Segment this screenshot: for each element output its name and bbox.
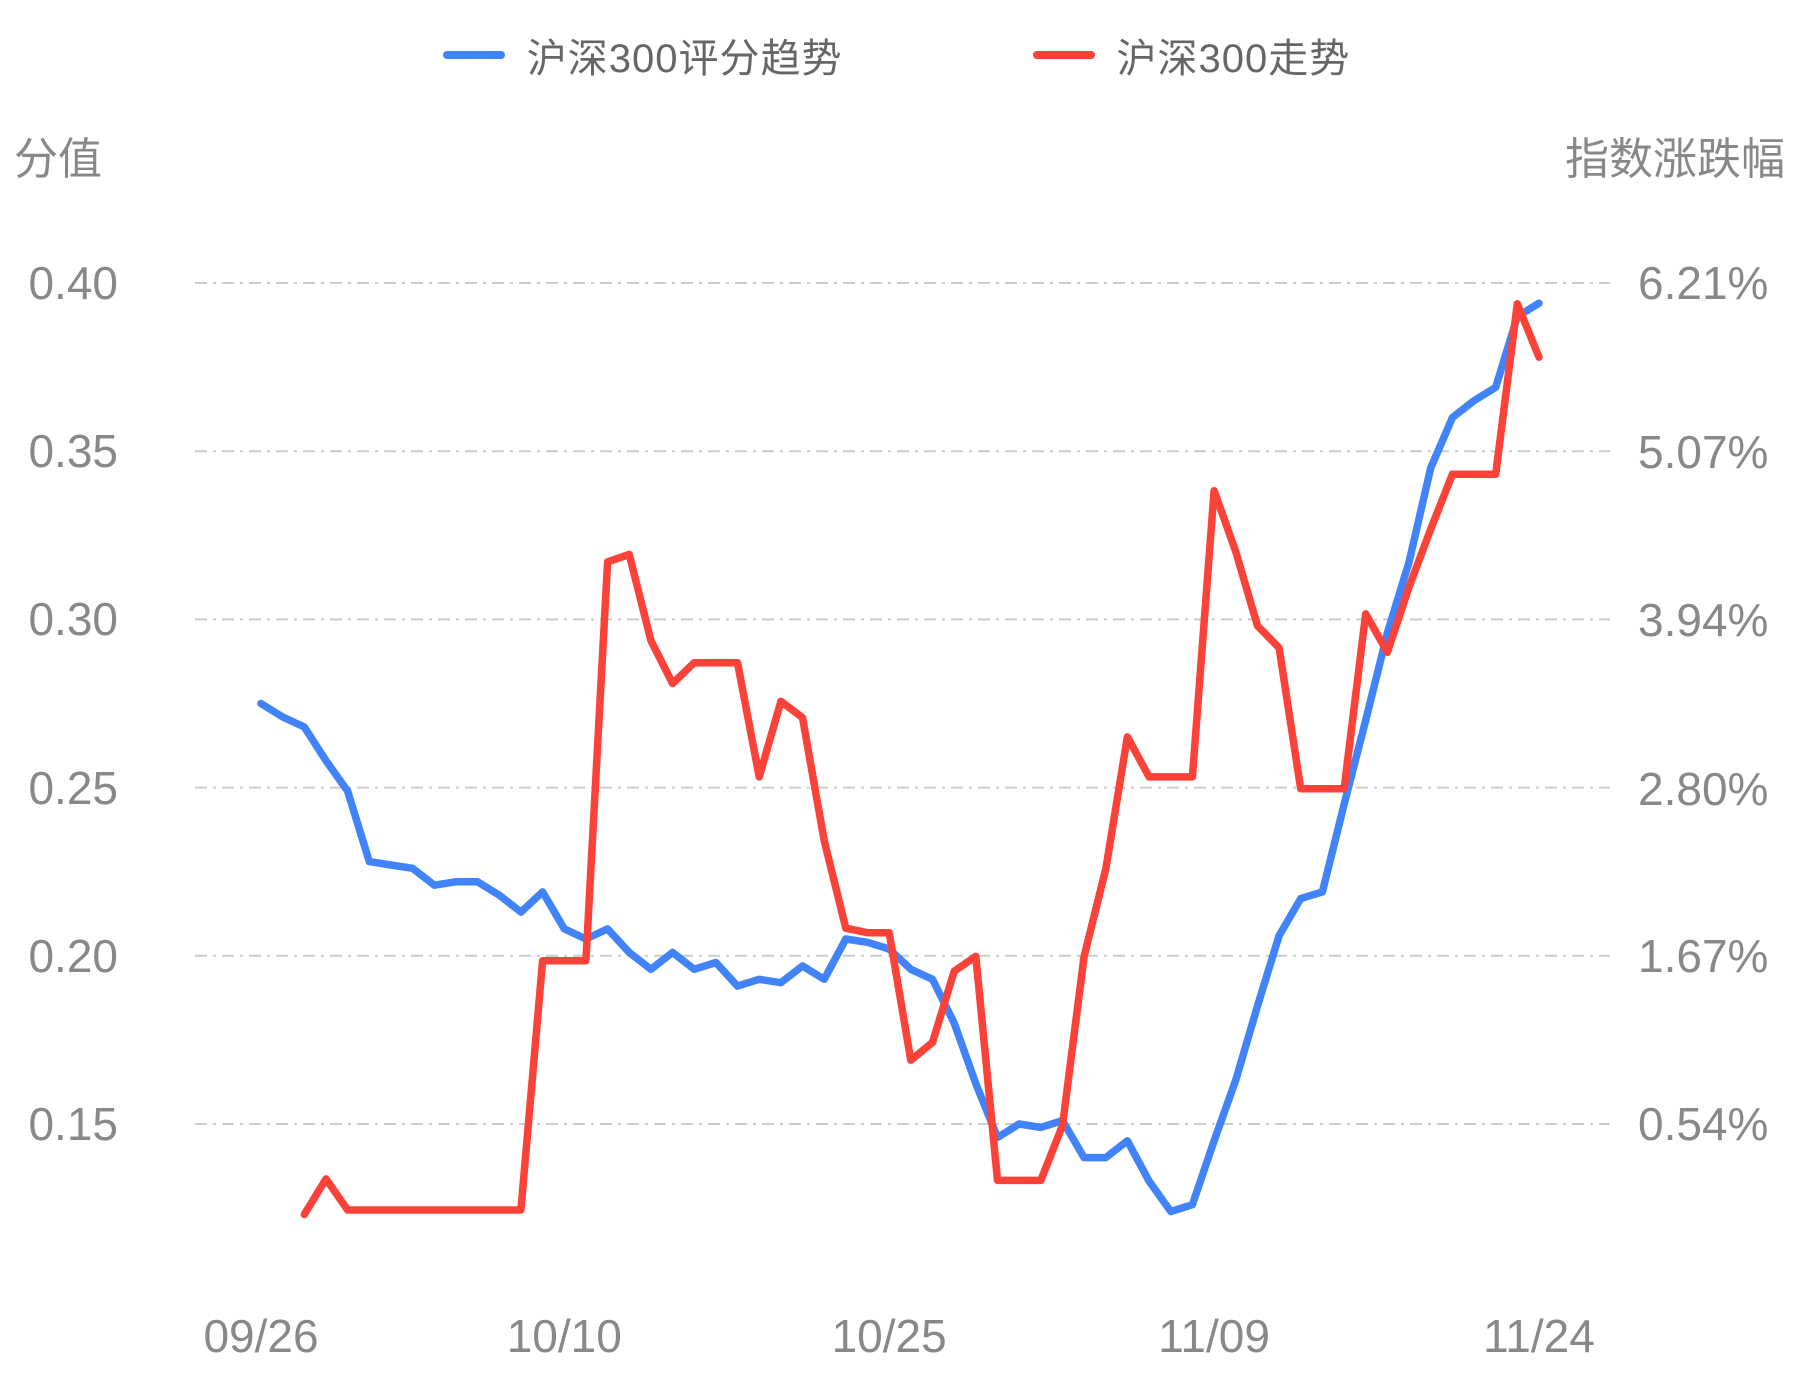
right-axis-tick-label: 0.54%: [1638, 1098, 1769, 1150]
left-axis-tick-label: 0.20: [28, 929, 118, 982]
left-axis-tick-label: 0.35: [28, 425, 118, 478]
left-axis-tick-label: 0.25: [28, 761, 118, 814]
index-line-legend-dash-icon: [1032, 51, 1095, 59]
right-axis-tick-label: 3.94%: [1638, 593, 1769, 646]
legend-item-index-trend[interactable]: 沪深300走势: [1032, 26, 1351, 84]
right-axis-tick-label: 2.80%: [1638, 762, 1769, 815]
right-axis-tick-label: 6.21%: [1638, 257, 1769, 309]
left-axis-tick-label: 0.30: [28, 593, 118, 646]
x-axis-tick-label: 11/09: [1158, 1310, 1270, 1362]
score-line-legend-label: 沪深300评分趋势: [526, 37, 843, 81]
right-axis-tick-label: 1.67%: [1638, 930, 1769, 983]
x-axis-tick-label: 10/10: [506, 1310, 622, 1362]
legend-item-score-trend[interactable]: 沪深300评分趋势: [442, 26, 843, 84]
x-axis-tick-label: 11/24: [1483, 1310, 1595, 1362]
left-axis-tick-label: 0.40: [28, 257, 118, 309]
right-axis-title: 指数涨跌幅: [1565, 135, 1785, 184]
x-axis-tick-label: 09/26: [203, 1310, 319, 1362]
x-axis-tick-label: 10/25: [831, 1310, 947, 1362]
index-change-line: [300, 300, 1543, 1219]
legend: 沪深300评分趋势 沪深300走势: [0, 26, 1793, 84]
right-axis-tick-label: 5.07%: [1638, 426, 1769, 479]
score-line-legend-dash-icon: [442, 51, 505, 59]
left-axis-tick-label: 0.15: [28, 1098, 118, 1150]
index-line-legend-label: 沪深300走势: [1116, 37, 1351, 81]
score-trend-line: [257, 299, 1543, 1216]
left-axis-title: 分值: [14, 135, 102, 184]
